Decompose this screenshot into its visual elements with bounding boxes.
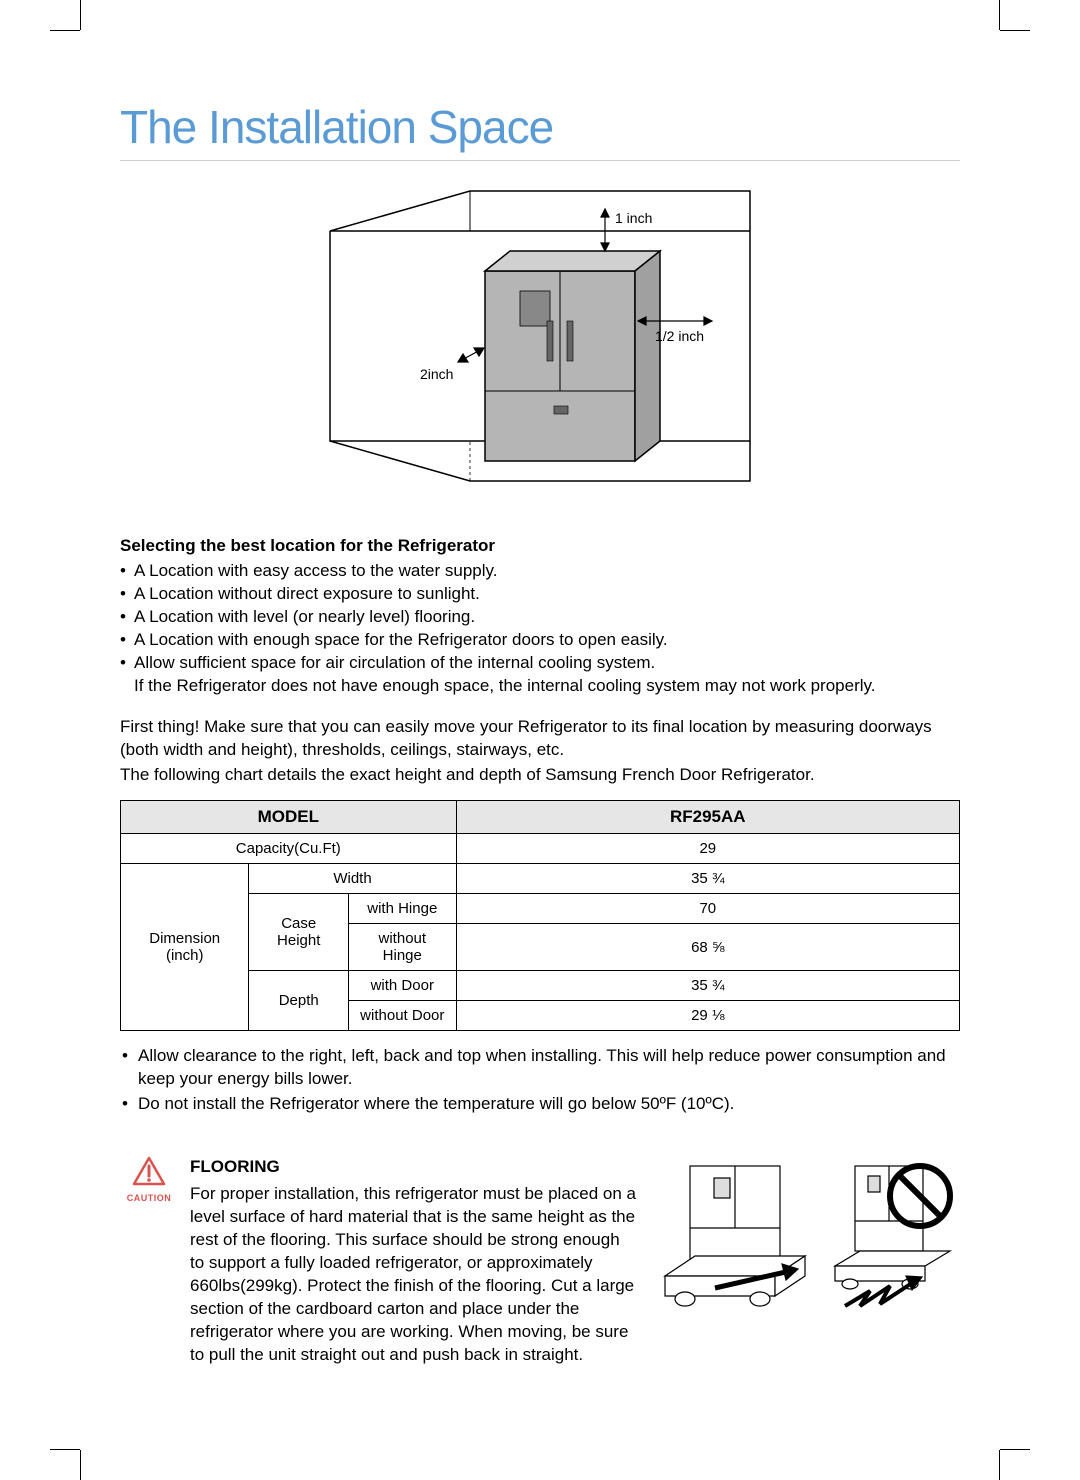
location-bullet: A Location without direct exposure to su… bbox=[120, 583, 960, 606]
post-note: Allow clearance to the right, left, back… bbox=[120, 1045, 960, 1091]
install-space-diagram: 1 inch 1/2 inch 2inch bbox=[120, 181, 960, 511]
spec-with-hinge-val: 70 bbox=[456, 894, 959, 924]
spec-width-label: Width bbox=[249, 864, 456, 894]
spec-capacity-val: 29 bbox=[456, 834, 959, 864]
spec-with-hinge-label: with Hinge bbox=[348, 894, 456, 924]
diagram-label-top: 1 inch bbox=[615, 210, 652, 226]
spec-table: MODEL RF295AA Capacity(Cu.Ft) 29 Dimensi… bbox=[120, 800, 960, 1031]
spec-width-val: 35 ¾ bbox=[456, 864, 959, 894]
spec-with-door-label: with Door bbox=[348, 971, 456, 1001]
flooring-body: For proper installation, this refrigerat… bbox=[190, 1183, 638, 1367]
location-heading: Selecting the best location for the Refr… bbox=[120, 536, 960, 556]
spec-capacity-label: Capacity(Cu.Ft) bbox=[121, 834, 457, 864]
location-bullet: Allow sufficient space for air circulati… bbox=[120, 652, 960, 675]
spec-without-door-label: without Door bbox=[348, 1001, 456, 1031]
diagram-label-side: 1/2 inch bbox=[655, 328, 704, 344]
post-note: Do not install the Refrigerator where th… bbox=[120, 1093, 960, 1116]
spec-depth-label: Depth bbox=[249, 971, 349, 1031]
spec-case-height-label: Case Height bbox=[249, 894, 349, 971]
spec-without-door-val: 29 ⅛ bbox=[456, 1001, 959, 1031]
location-bullet: A Location with level (or nearly level) … bbox=[120, 606, 960, 629]
fridge-icon bbox=[485, 251, 660, 461]
spec-dimension-label: Dimension (inch) bbox=[121, 864, 249, 1031]
diagram-label-back: 2inch bbox=[420, 366, 453, 382]
chart-intro: The following chart details the exact he… bbox=[120, 764, 960, 787]
page-title: The Installation Space bbox=[120, 100, 960, 161]
caution-badge: CAUTION bbox=[120, 1156, 178, 1366]
post-notes: Allow clearance to the right, left, back… bbox=[120, 1045, 960, 1116]
caution-label: CAUTION bbox=[120, 1193, 178, 1203]
flooring-section: CAUTION FLOORING For proper installation… bbox=[120, 1156, 960, 1366]
location-bullet: A Location with enough space for the Ref… bbox=[120, 629, 960, 652]
location-bullet: A Location with easy access to the water… bbox=[120, 560, 960, 583]
first-thing-para: First thing! Make sure that you can easi… bbox=[120, 716, 960, 762]
location-trailer: If the Refrigerator does not have enough… bbox=[120, 675, 960, 698]
spec-without-hinge-val: 68 ⅝ bbox=[456, 924, 959, 971]
spec-with-door-val: 35 ¾ bbox=[456, 971, 959, 1001]
flooring-heading: FLOORING bbox=[190, 1156, 638, 1179]
location-section: Selecting the best location for the Refr… bbox=[120, 536, 960, 698]
spec-header-model: MODEL bbox=[121, 801, 457, 834]
flooring-illustration bbox=[660, 1156, 960, 1366]
location-bullets: A Location with easy access to the water… bbox=[120, 560, 960, 698]
warning-triangle-icon bbox=[132, 1156, 166, 1186]
spec-header-rf: RF295AA bbox=[456, 801, 959, 834]
spec-without-hinge-label: without Hinge bbox=[348, 924, 456, 971]
